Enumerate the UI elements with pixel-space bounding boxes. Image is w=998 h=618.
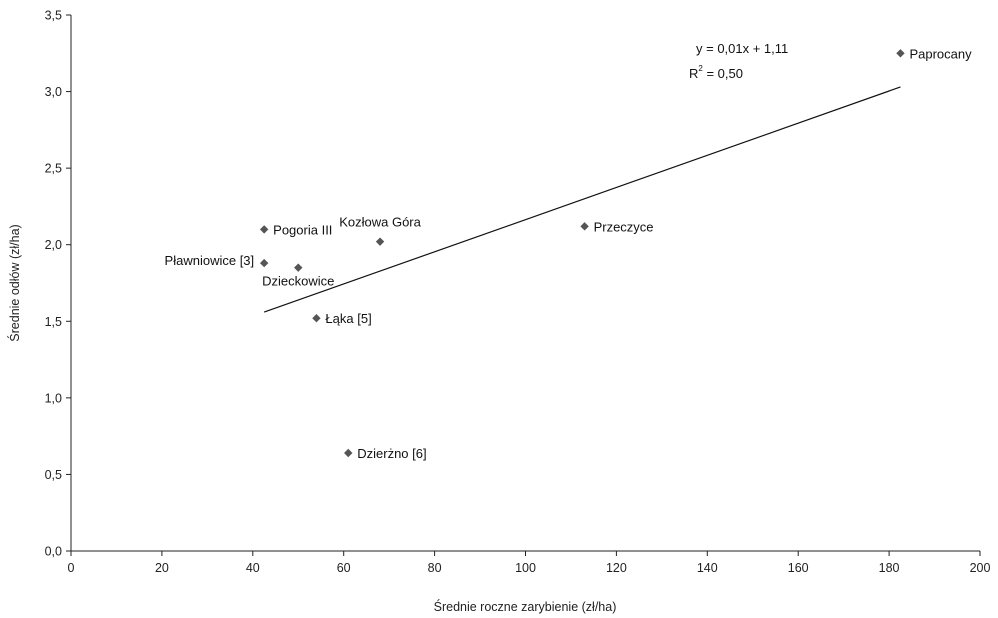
r2-prefix: R	[689, 66, 698, 81]
data-point-label: Dzierżno [6]	[357, 446, 426, 461]
data-point	[344, 448, 353, 458]
trendline	[263, 86, 901, 313]
data-point	[259, 258, 269, 268]
data-point	[375, 237, 385, 246]
x-tick-label: 180	[879, 561, 900, 575]
data-points: Pogoria III Pławniowice [3] Dzieckowice Koz…	[165, 46, 973, 461]
trend-r-squared: R2 = 0,50	[689, 64, 743, 81]
data-point-label: Dzieckowice	[262, 274, 334, 289]
y-axis-title: Średnie odłów (zł/ha)	[7, 224, 22, 341]
data-point	[259, 225, 269, 234]
data-point	[580, 222, 589, 231]
x-tick-label: 160	[788, 561, 809, 575]
data-point	[294, 263, 303, 272]
x-tick-label: 100	[515, 561, 536, 575]
trend-equation: y = 0,01x + 1,11	[696, 41, 788, 56]
x-tick-label: 120	[606, 561, 627, 575]
data-point-label: Łąka [5]	[325, 311, 371, 326]
y-tick-label: 1,0	[45, 391, 62, 405]
r2-superscript: 2	[698, 64, 703, 73]
y-tick-label: 3,0	[45, 85, 62, 99]
data-point	[312, 314, 321, 323]
data-point-label: Pogoria III	[273, 222, 332, 237]
data-point-label: Kozłowa Góra	[339, 215, 421, 230]
y-tick-label: 1,5	[45, 315, 62, 329]
x-axis-title: Średnie roczne zarybienie (zł/ha)	[434, 599, 617, 614]
y-tick-label: 3,5	[45, 9, 62, 23]
data-point-label: Paprocany	[909, 46, 972, 61]
trendline-group	[263, 86, 901, 313]
data-point	[896, 49, 905, 58]
x-tick-label: 140	[697, 561, 718, 575]
x-ticks: 0 20 40 60 80 100 120 140 160 180 200	[68, 551, 991, 575]
x-tick-label: 0	[68, 561, 75, 575]
axes	[70, 15, 980, 552]
y-tick-label: 0,5	[45, 468, 62, 482]
x-tick-label: 40	[246, 561, 260, 575]
x-tick-label: 80	[428, 561, 442, 575]
y-ticks: 0,0 0,5 1,0 1,5 2,0 2,5 3,0 3,5	[45, 9, 71, 559]
y-tick-label: 2,0	[45, 238, 62, 252]
y-tick-label: 2,5	[45, 162, 62, 176]
data-point-label: Pławniowice [3]	[165, 253, 255, 268]
y-tick-label: 0,0	[45, 545, 62, 559]
x-tick-label: 60	[337, 561, 351, 575]
x-tick-label: 200	[970, 561, 991, 575]
x-tick-label: 20	[155, 561, 169, 575]
r2-value: = 0,50	[703, 66, 743, 81]
data-point-label: Przeczyce	[594, 219, 654, 234]
